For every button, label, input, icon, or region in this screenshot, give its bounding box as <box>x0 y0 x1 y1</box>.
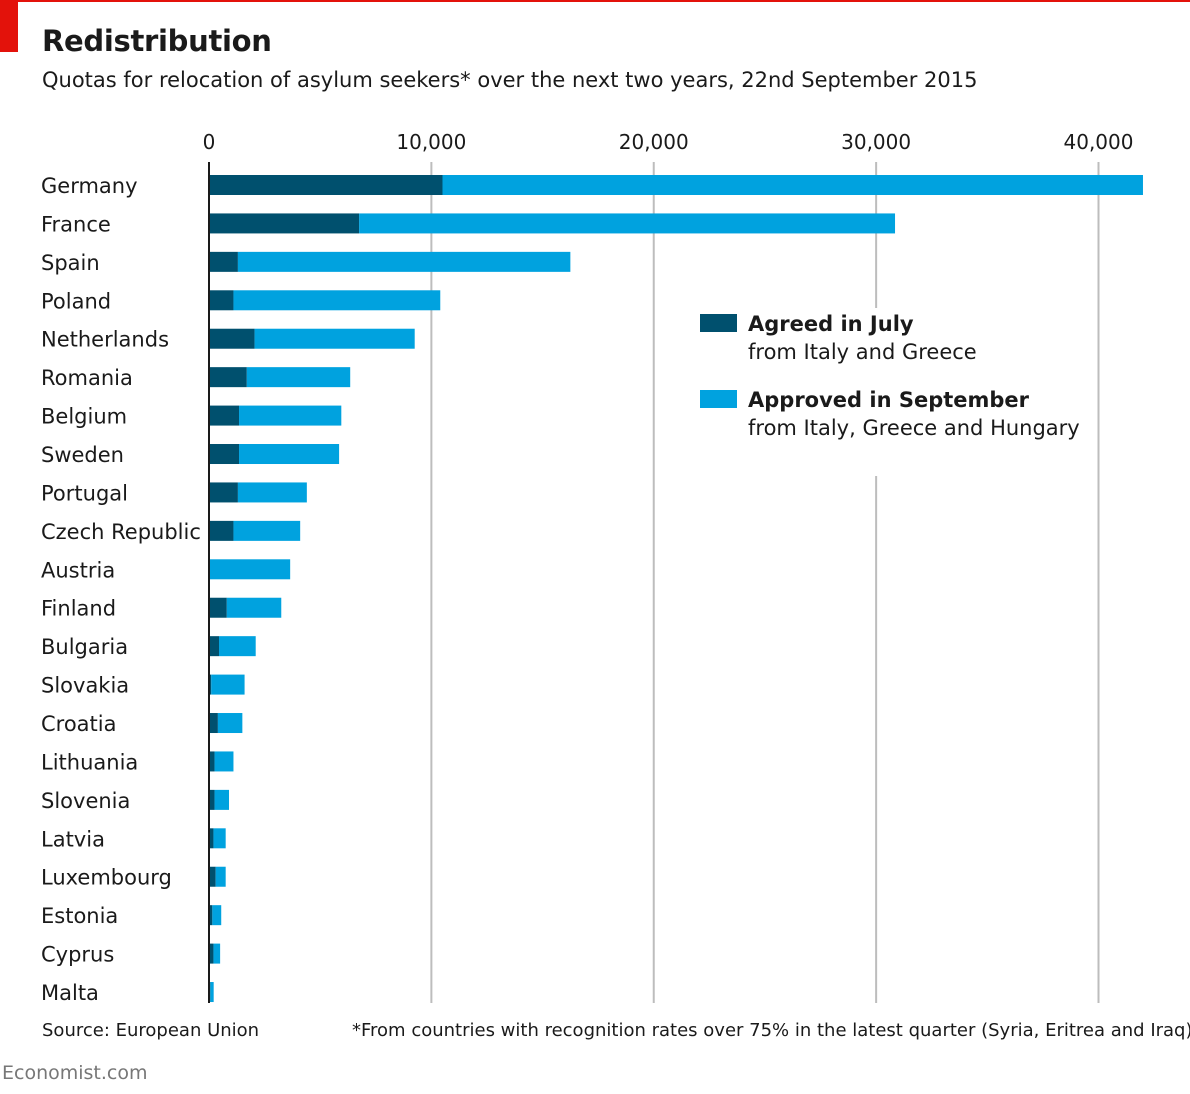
category-label: Malta <box>41 981 99 1005</box>
bar-segment-september <box>233 290 441 311</box>
bar-segment-september <box>237 251 571 272</box>
bar-segment-september <box>214 789 230 810</box>
category-label: Netherlands <box>41 328 169 352</box>
chart-title: Redistribution <box>42 24 272 58</box>
category-label: Romania <box>41 366 133 390</box>
bar-segment-july <box>209 520 234 541</box>
bar-segment-september <box>246 367 351 388</box>
bar-segment-july <box>209 251 238 272</box>
bar-segment-september <box>210 982 214 1003</box>
category-label: Estonia <box>41 904 118 928</box>
bar-segment-september <box>239 405 342 426</box>
bar-segment-july <box>209 713 218 734</box>
bar-segment-september <box>217 713 243 734</box>
legend-name: Agreed in July <box>748 312 914 336</box>
legend: Agreed in July from Italy and Greece App… <box>700 308 1080 476</box>
category-label: Croatia <box>41 712 117 736</box>
legend-description: from Italy, Greece and Hungary <box>748 416 1080 440</box>
x-tick-label: 20,000 <box>619 130 689 154</box>
bar-segment-july <box>209 674 212 695</box>
bar-segment-july <box>209 789 215 810</box>
bar-segment-september <box>359 213 896 234</box>
bar-segment-september <box>226 597 282 618</box>
x-tick-label: 10,000 <box>396 130 466 154</box>
category-label: Belgium <box>41 405 127 429</box>
x-tick-label: 40,000 <box>1064 130 1134 154</box>
bar-segment-september <box>239 444 340 465</box>
category-label: Latvia <box>41 827 105 851</box>
category-label: Poland <box>41 289 111 313</box>
category-label: Cyprus <box>41 943 114 967</box>
category-label: Czech Republic <box>41 520 201 544</box>
category-label: France <box>41 212 111 236</box>
bar-segment-september <box>213 943 221 964</box>
x-tick-label: 30,000 <box>841 130 911 154</box>
bar-segment-july <box>209 597 227 618</box>
category-label: Portugal <box>41 481 128 505</box>
bar-segment-september <box>219 636 256 657</box>
bar-segment-july <box>209 367 247 388</box>
legend-item-september: Approved in September from Italy, Greece… <box>700 386 1080 442</box>
bar-segment-july <box>209 943 214 964</box>
chart-subtitle: Quotas for relocation of asylum seekers*… <box>42 68 978 92</box>
bar-segment-september <box>213 828 226 849</box>
category-label: Finland <box>41 597 116 621</box>
bar-segment-july <box>209 482 238 503</box>
legend-swatch-july <box>700 314 737 332</box>
category-label: Slovakia <box>41 674 129 698</box>
category-label: Germany <box>41 174 138 198</box>
brand-credit: Economist.com <box>2 1062 148 1084</box>
bar-segment-september <box>215 866 226 887</box>
bar-segment-september <box>233 520 301 541</box>
bar-segment-september <box>442 175 1143 195</box>
bar-segment-july <box>209 828 214 849</box>
bar-segment-july <box>209 213 360 234</box>
bar-segment-july <box>209 175 443 195</box>
legend-description: from Italy and Greece <box>748 340 977 364</box>
category-label: Luxembourg <box>41 866 172 890</box>
x-tick-label: 0 <box>203 130 216 154</box>
top-rule <box>0 0 1190 2</box>
legend-item-july: Agreed in July from Italy and Greece <box>700 310 1080 366</box>
bar-segment-september <box>212 905 222 926</box>
category-label: Slovenia <box>41 789 130 813</box>
legend-name: Approved in September <box>748 388 1030 412</box>
category-label: Sweden <box>41 443 124 467</box>
category-label: Spain <box>41 251 100 275</box>
bar-segment-july <box>209 636 220 657</box>
bar-segment-july <box>209 751 215 772</box>
legend-swatch-september <box>700 390 737 408</box>
category-label: Bulgaria <box>41 635 128 659</box>
bar-segment-september <box>214 751 234 772</box>
bar-segment-july <box>209 290 234 311</box>
footnote: *From countries with recognition rates o… <box>352 1020 1190 1041</box>
category-label: Austria <box>41 558 115 582</box>
brand-tag <box>0 0 18 52</box>
bar-segment-july <box>209 905 213 926</box>
source-note: Source: European Union <box>42 1020 260 1041</box>
bar-segment-july <box>209 328 255 349</box>
bar-segment-september <box>237 482 307 503</box>
bar-segment-september <box>211 674 245 695</box>
bar-segment-september <box>254 328 415 349</box>
category-label: Lithuania <box>41 750 138 774</box>
bar-segment-september <box>209 559 291 580</box>
bar-segment-july <box>209 405 240 426</box>
bar-segment-july <box>209 444 240 465</box>
bar-segment-july <box>209 866 216 887</box>
